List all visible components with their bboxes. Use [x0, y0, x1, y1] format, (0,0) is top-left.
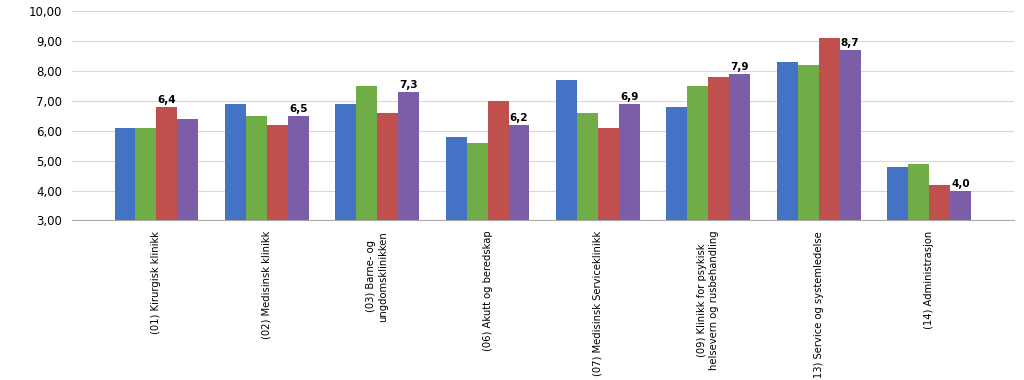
- Bar: [225, 104, 246, 310]
- Bar: [509, 125, 529, 310]
- Bar: [577, 113, 598, 310]
- Bar: [377, 113, 398, 310]
- Text: 7,9: 7,9: [730, 62, 749, 72]
- Bar: [267, 125, 288, 310]
- Text: 6,9: 6,9: [621, 92, 639, 102]
- Bar: [288, 116, 309, 310]
- Text: 7,3: 7,3: [399, 80, 418, 90]
- Bar: [246, 116, 267, 310]
- Bar: [618, 104, 640, 310]
- Text: 6,2: 6,2: [510, 113, 528, 123]
- Bar: [398, 92, 419, 310]
- Text: 6,5: 6,5: [289, 104, 307, 114]
- Bar: [887, 167, 908, 310]
- Text: 8,7: 8,7: [841, 38, 859, 48]
- Bar: [115, 128, 135, 310]
- Bar: [135, 128, 157, 310]
- Bar: [487, 101, 509, 310]
- Bar: [335, 104, 356, 310]
- Bar: [556, 80, 577, 310]
- Bar: [776, 62, 798, 310]
- Bar: [157, 107, 177, 310]
- Bar: [908, 164, 929, 310]
- Bar: [177, 119, 199, 310]
- Text: 4,0: 4,0: [951, 179, 970, 189]
- Bar: [929, 185, 950, 310]
- Bar: [950, 190, 971, 310]
- Bar: [840, 50, 860, 310]
- Bar: [729, 74, 751, 310]
- Bar: [598, 128, 618, 310]
- Bar: [356, 86, 377, 310]
- Bar: [709, 77, 729, 310]
- Bar: [687, 86, 709, 310]
- Bar: [445, 137, 467, 310]
- Text: 6,4: 6,4: [158, 95, 176, 105]
- Bar: [667, 107, 687, 310]
- Bar: [467, 143, 487, 310]
- Bar: [818, 38, 840, 310]
- Bar: [798, 65, 818, 310]
